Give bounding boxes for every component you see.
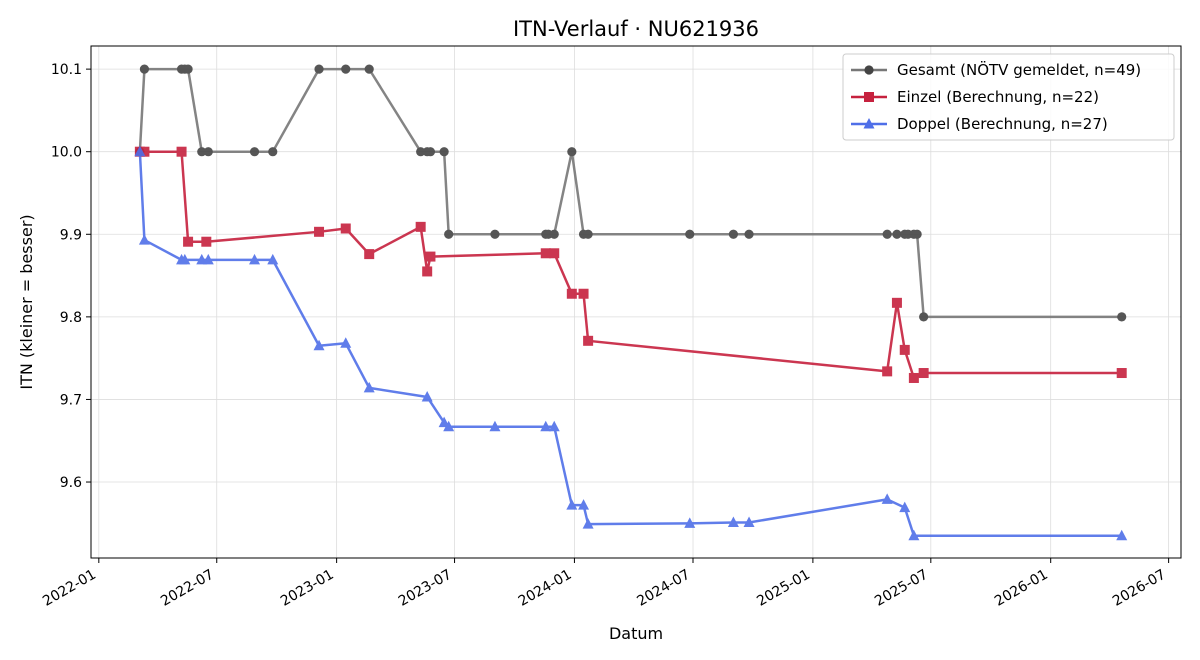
data-point-einzel: [578, 288, 589, 299]
data-point-gesamt: [444, 229, 454, 239]
data-point-doppel: [566, 499, 578, 510]
legend-swatch-marker: [864, 92, 874, 102]
data-point-doppel: [202, 253, 214, 265]
data-point-doppel: [421, 390, 433, 402]
data-point-gesamt: [892, 229, 902, 239]
data-point-doppel: [134, 145, 146, 157]
data-point-gesamt: [183, 64, 193, 74]
x-axis-label: Datum: [609, 624, 663, 643]
legend-box: [842, 53, 1175, 141]
series-group: [134, 64, 1128, 541]
data-point-einzel: [899, 344, 910, 355]
series-einzel: [134, 146, 1127, 383]
plot-frame: [90, 45, 1182, 559]
data-point-gesamt: [203, 147, 213, 157]
data-point-gesamt: [882, 229, 892, 239]
y-tick-label: 10.1: [51, 62, 82, 78]
legend-label: Doppel (Berechnung, n=27): [897, 115, 1108, 133]
data-point-einzel: [176, 146, 187, 157]
data-point-gesamt: [439, 147, 449, 157]
data-point-einzel: [364, 249, 375, 260]
data-point-doppel: [743, 516, 755, 527]
data-point-doppel: [249, 253, 261, 265]
data-point-gesamt: [685, 229, 695, 239]
data-point-gesamt: [919, 312, 929, 322]
data-point-einzel: [891, 297, 902, 308]
y-tick-label: 9.7: [60, 392, 82, 408]
legend-label: Einzel (Berechnung, n=22): [897, 88, 1099, 106]
series-gesamt: [135, 64, 1127, 322]
chart-title: ITN-Verlauf · NU621936: [513, 17, 759, 41]
data-point-einzel: [908, 372, 919, 383]
data-point-doppel: [548, 420, 560, 432]
data-point-einzel: [340, 223, 351, 234]
data-point-doppel: [582, 518, 594, 529]
data-point-doppel: [138, 234, 150, 245]
data-point-gesamt: [744, 229, 754, 239]
data-point-gesamt: [490, 229, 500, 239]
data-point-einzel: [566, 288, 577, 299]
data-point-doppel: [578, 499, 590, 510]
data-point-gesamt: [416, 147, 426, 157]
data-point-doppel: [340, 337, 352, 348]
y-tick-label: 9.6: [60, 475, 82, 491]
data-point-einzel: [422, 266, 433, 277]
data-point-einzel: [549, 248, 560, 259]
data-point-doppel: [684, 517, 696, 528]
y-tick-label: 10.0: [51, 145, 82, 161]
data-point-gesamt: [583, 229, 593, 239]
y-axis-label: ITN (kleiner = besser): [17, 214, 36, 389]
data-point-einzel: [583, 335, 594, 346]
data-point-einzel: [918, 368, 929, 379]
data-point-einzel: [201, 236, 212, 247]
data-point-einzel: [415, 221, 426, 232]
data-point-doppel: [1116, 529, 1128, 541]
data-point-gesamt: [314, 64, 324, 74]
data-point-gesamt: [341, 64, 351, 74]
series-doppel: [134, 145, 1128, 541]
data-point-gesamt: [249, 147, 260, 157]
data-point-gesamt: [197, 147, 207, 157]
data-point-doppel: [267, 253, 279, 265]
legend-swatch-marker: [864, 65, 874, 75]
legend-swatch-marker: [863, 118, 875, 129]
y-axis: 9.6 9.7 9.8 9.9 10.0 10.1: [51, 62, 91, 491]
data-point-gesamt: [728, 229, 739, 239]
data-point-einzel: [540, 248, 551, 259]
data-point-gesamt: [912, 229, 922, 239]
legend: Gesamt (NÖTV gemeldet, n=49) Einzel (Bere…: [842, 53, 1175, 141]
data-point-gesamt: [139, 64, 150, 74]
data-point-einzel: [1116, 368, 1127, 379]
data-point-doppel: [540, 420, 552, 432]
data-point-gesamt: [364, 64, 374, 74]
data-point-doppel: [908, 529, 920, 541]
data-point-doppel: [899, 501, 911, 513]
data-point-gesamt: [1117, 312, 1127, 322]
data-point-doppel: [313, 339, 325, 351]
data-point-doppel: [443, 420, 455, 432]
legend-label: Gesamt (NÖTV gemeldet, n=49): [897, 60, 1141, 79]
y-tick-label: 9.8: [60, 310, 82, 326]
data-point-einzel: [882, 366, 893, 377]
data-point-doppel: [363, 381, 375, 393]
data-point-gesamt: [567, 147, 577, 157]
data-point-doppel: [179, 253, 191, 265]
data-point-gesamt: [425, 147, 436, 157]
data-point-einzel: [314, 226, 325, 237]
data-point-einzel: [425, 251, 436, 262]
series-line-einzel: [139, 150, 1122, 380]
y-tick-label: 9.9: [60, 227, 82, 243]
data-point-gesamt: [549, 229, 559, 239]
data-point-einzel: [139, 146, 150, 157]
data-point-gesamt: [268, 147, 278, 157]
data-point-einzel: [183, 236, 194, 247]
data-point-doppel: [727, 516, 739, 527]
data-point-doppel: [881, 493, 893, 504]
data-point-doppel: [489, 420, 501, 432]
